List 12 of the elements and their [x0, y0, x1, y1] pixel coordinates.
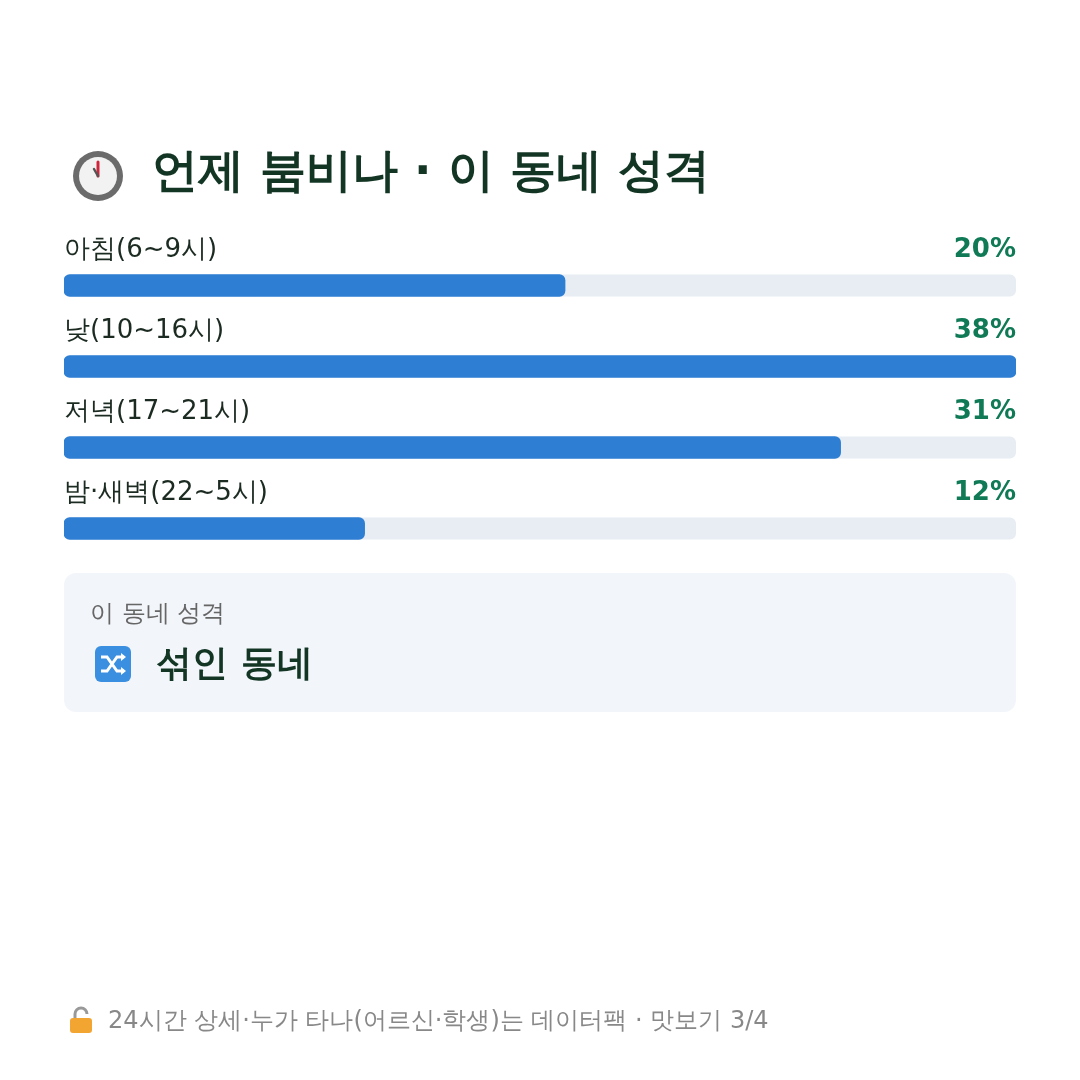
data-label: 31%	[953, 395, 1016, 426]
data-label: 38%	[953, 314, 1016, 345]
y-tick-label: 밤·새벽(22~5시)	[64, 476, 268, 507]
y-tick-label: 낮(10~16시)	[64, 314, 225, 345]
chart-title: 언제 붐비나 · 이 동네 성격	[152, 142, 710, 199]
y-tick-label: 저녁(17~21시)	[64, 395, 251, 426]
y-tick-label: 아침(6~9시)	[64, 233, 218, 264]
data-label: 20%	[953, 233, 1016, 264]
text: 섞인 동네	[156, 641, 313, 685]
data-label: 12%	[953, 476, 1016, 507]
text: 이 동네 성격	[90, 598, 226, 629]
text: 24시간 상세·누가 타나(어르신·학생)는 데이터팩 · 맛보기 3/4	[108, 1005, 769, 1036]
